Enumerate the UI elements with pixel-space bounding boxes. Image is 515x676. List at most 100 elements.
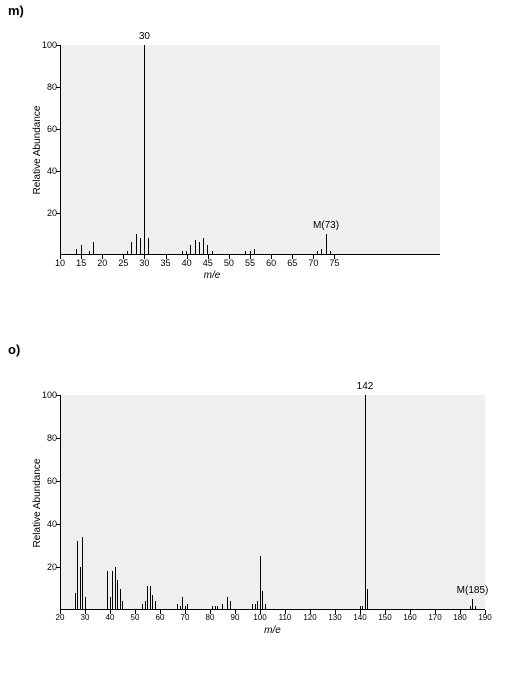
- xtick-label: 35: [156, 258, 176, 268]
- mass-peak: [177, 604, 178, 610]
- mass-peak: [207, 245, 208, 256]
- xtick-label: 190: [475, 613, 495, 622]
- xtick-label: 75: [324, 258, 344, 268]
- xtick-label: 50: [219, 258, 239, 268]
- xtick-label: 10: [50, 258, 70, 268]
- mass-peak: [212, 606, 213, 610]
- xtick-label: 50: [125, 613, 145, 622]
- mass-peak: [120, 589, 121, 611]
- mass-peak: [203, 238, 204, 255]
- mass-peak: [222, 604, 223, 610]
- x-axis-label: m/e: [264, 625, 281, 636]
- ytick-label: 60: [37, 124, 57, 134]
- y-axis: [60, 395, 61, 610]
- xtick-label: 55: [240, 258, 260, 268]
- xtick-label: 60: [261, 258, 281, 268]
- mass-peak: [367, 589, 368, 611]
- mass-peak: [362, 606, 363, 610]
- mass-peak: [260, 556, 261, 610]
- xtick-label: 45: [198, 258, 218, 268]
- mass-peak: [127, 251, 128, 255]
- mass-peak: [145, 601, 146, 610]
- mass-peak: [190, 245, 191, 256]
- mass-peak: [155, 601, 156, 610]
- mass-peak: [136, 234, 137, 255]
- mass-peak: [93, 242, 94, 255]
- y-axis: [60, 45, 61, 255]
- mass-peak: [186, 251, 187, 255]
- mass-peak: [142, 604, 143, 610]
- xtick-label: 80: [200, 613, 220, 622]
- mass-peak: [117, 580, 118, 610]
- xtick-label: 25: [113, 258, 133, 268]
- peak-annotation: M(185): [457, 585, 489, 596]
- ytick-label: 40: [37, 519, 57, 529]
- peak-annotation: 142: [357, 381, 374, 392]
- xtick-label: 15: [71, 258, 91, 268]
- xtick-label: 40: [100, 613, 120, 622]
- mass-peak: [150, 586, 151, 610]
- chart-m: Relative Abundance m/e 20406080100101520…: [60, 45, 440, 255]
- ytick-label: 20: [37, 562, 57, 572]
- mass-peak: [475, 606, 476, 610]
- mass-peak: [212, 251, 213, 255]
- page-root: { "panel_m": { "label": "m)", "chart": {…: [0, 0, 515, 676]
- xtick-label: 140: [350, 613, 370, 622]
- mass-peak: [230, 601, 231, 610]
- mass-peak: [217, 606, 218, 610]
- xtick-label: 70: [303, 258, 323, 268]
- x-axis: [60, 609, 485, 610]
- x-axis-label: m/e: [204, 270, 221, 281]
- ytick-label: 40: [37, 166, 57, 176]
- mass-peak: [252, 604, 253, 610]
- y-axis-label: Relative Abundance: [32, 458, 43, 547]
- ytick-label: 60: [37, 476, 57, 486]
- ytick-label: 80: [37, 433, 57, 443]
- mass-peak: [199, 242, 200, 255]
- mass-peak: [152, 595, 153, 610]
- ytick-label: 100: [37, 390, 57, 400]
- mass-peak: [110, 597, 111, 610]
- mass-peak: [148, 238, 149, 255]
- mass-peak: [182, 251, 183, 255]
- mass-peak: [82, 537, 83, 610]
- chart-o: Relative Abundance m/e 20406080100203040…: [60, 395, 485, 610]
- mass-peak: [81, 245, 82, 256]
- xtick-label: 30: [75, 613, 95, 622]
- mass-peak: [227, 597, 228, 610]
- xtick-label: 90: [225, 613, 245, 622]
- xtick-label: 30: [134, 258, 154, 268]
- mass-peak: [262, 591, 263, 610]
- mass-peak: [257, 601, 258, 610]
- xtick-label: 20: [92, 258, 112, 268]
- xtick-label: 110: [275, 613, 295, 622]
- xtick-label: 60: [150, 613, 170, 622]
- mass-peak: [187, 604, 188, 610]
- xtick-label: 70: [175, 613, 195, 622]
- xtick-label: 120: [300, 613, 320, 622]
- mass-peak: [255, 604, 256, 610]
- ytick-label: 100: [37, 40, 57, 50]
- mass-peak: [76, 249, 77, 255]
- xtick-label: 180: [450, 613, 470, 622]
- mass-peak: [360, 606, 361, 610]
- mass-peak: [470, 606, 471, 610]
- mass-peak: [265, 604, 266, 610]
- mass-peak: [326, 234, 327, 255]
- mass-peak: [245, 251, 246, 255]
- xtick-label: 130: [325, 613, 345, 622]
- mass-peak: [317, 251, 318, 255]
- panel-label-m: m): [8, 3, 24, 18]
- mass-peak: [195, 240, 196, 255]
- mass-peak: [89, 251, 90, 255]
- mass-peak: [250, 251, 251, 255]
- ytick-label: 80: [37, 82, 57, 92]
- xtick-label: 160: [400, 613, 420, 622]
- mass-peak: [215, 606, 216, 610]
- mass-peak: [472, 599, 473, 610]
- xtick-label: 150: [375, 613, 395, 622]
- mass-peak: [131, 242, 132, 255]
- mass-peak: [140, 238, 141, 255]
- xtick-label: 100: [250, 613, 270, 622]
- xtick-label: 65: [282, 258, 302, 268]
